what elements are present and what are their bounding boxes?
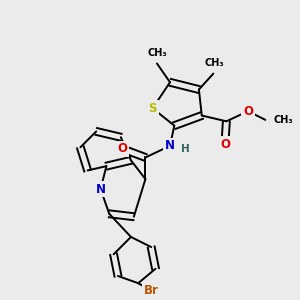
Text: CH₃: CH₃ bbox=[274, 115, 293, 125]
Text: S: S bbox=[148, 102, 157, 115]
Text: O: O bbox=[243, 105, 253, 118]
Text: H: H bbox=[181, 144, 190, 154]
Text: O: O bbox=[220, 138, 230, 151]
Text: CH₃: CH₃ bbox=[205, 58, 225, 68]
Text: N: N bbox=[165, 140, 175, 152]
Text: O: O bbox=[117, 142, 127, 155]
Text: Br: Br bbox=[144, 284, 159, 297]
Text: N: N bbox=[96, 183, 106, 196]
Text: CH₃: CH₃ bbox=[147, 48, 167, 58]
